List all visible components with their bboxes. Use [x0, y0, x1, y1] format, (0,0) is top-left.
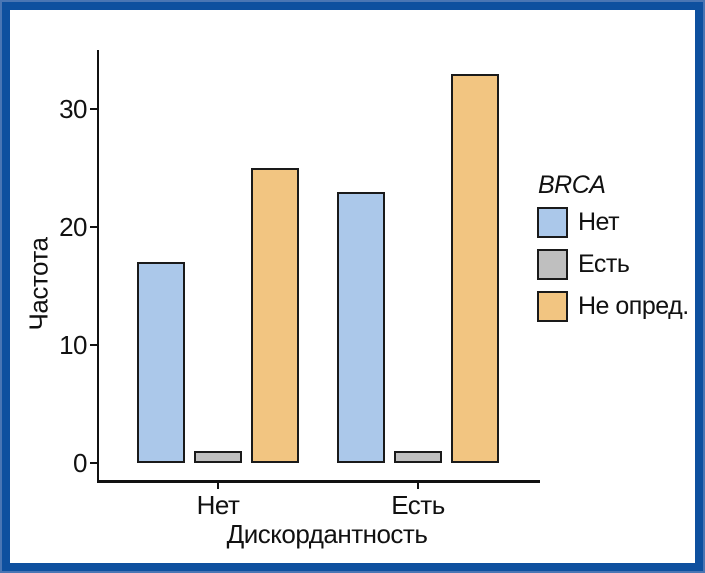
legend-items: Нет Есть Не опред. — [537, 207, 689, 322]
x-tick-mark-Нет — [217, 482, 219, 489]
legend-label: Есть — [578, 250, 630, 278]
y-tick-mark-20 — [90, 226, 98, 228]
y-tick-label-0: 0 — [73, 448, 87, 478]
y-axis — [97, 50, 99, 483]
bar-Не опред.-Есть — [451, 74, 499, 463]
legend-item-Нет: Нет — [537, 207, 689, 238]
legend-item-Не опред.: Не опред. — [537, 291, 689, 322]
y-tick-label-20: 20 — [59, 212, 87, 242]
y-tick-mark-0 — [90, 462, 98, 464]
y-axis-title: Частота — [23, 237, 54, 331]
bar-Есть-Есть — [394, 451, 442, 463]
y-tick-label-10: 10 — [59, 330, 87, 360]
y-tick-mark-10 — [90, 344, 98, 346]
x-axis-title: Дискордантность — [226, 519, 428, 549]
x-tick-label-Есть: Есть — [391, 490, 445, 520]
bar-Нет-Нет — [137, 262, 185, 463]
legend-swatch-icon — [537, 249, 568, 280]
legend-swatch-icon — [537, 291, 568, 322]
x-axis — [97, 480, 540, 483]
legend-label: Нет — [578, 208, 620, 236]
x-tick-mark-Есть — [417, 482, 419, 489]
y-tick-mark-30 — [90, 108, 98, 110]
bar-Есть-Нет — [194, 451, 242, 463]
bar-Нет-Есть — [337, 192, 385, 463]
legend-item-Есть: Есть — [537, 249, 689, 280]
legend-swatch-icon — [537, 207, 568, 238]
legend-label: Не опред. — [578, 292, 689, 320]
legend-title: BRCA — [538, 171, 606, 199]
bar-Не опред.-Нет — [251, 168, 299, 463]
x-tick-label-Нет: Нет — [196, 490, 240, 520]
y-tick-label-30: 30 — [59, 94, 87, 124]
legend: BRCA Нет Есть Не опред. — [537, 170, 689, 322]
